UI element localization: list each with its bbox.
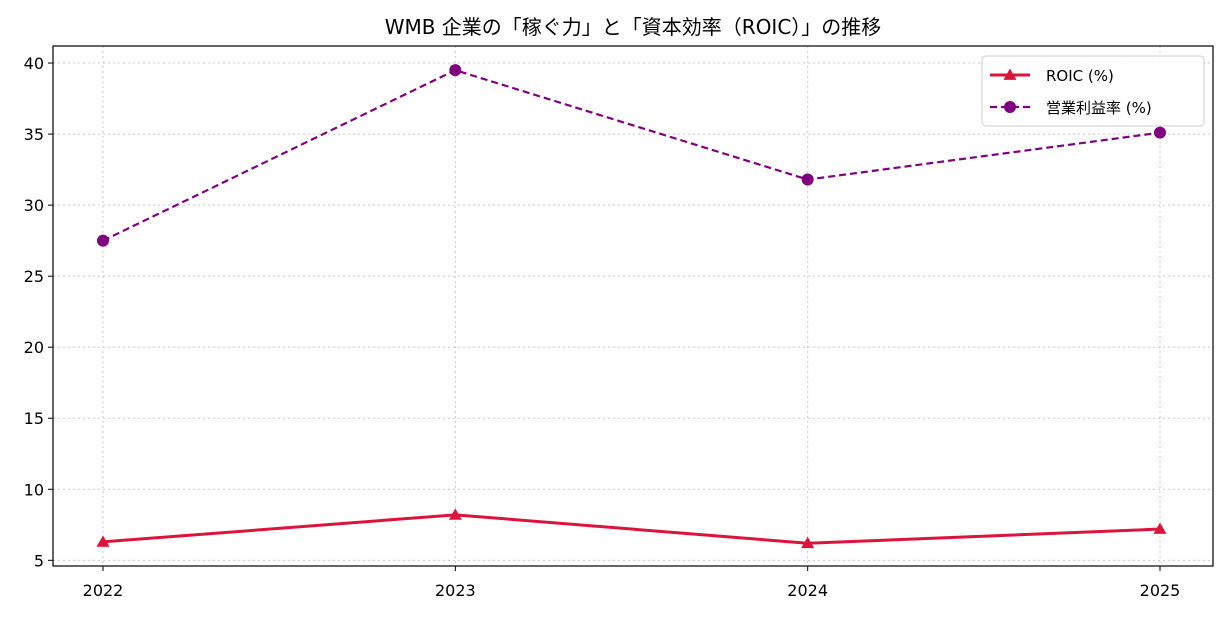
legend: ROIC (%) 営業利益率 (%) — [981, 55, 1205, 127]
x-tick-label: 2025 — [1140, 581, 1181, 600]
series-line — [102, 69, 1161, 242]
series-1 — [96, 508, 1167, 549]
data-point — [97, 234, 109, 247]
data-point — [1154, 126, 1166, 139]
legend-marker — [1003, 68, 1017, 80]
series-layer — [96, 64, 1167, 549]
data-point — [1153, 522, 1167, 534]
plot-frame — [52, 45, 1214, 567]
legend-item: 営業利益率 (%) — [990, 99, 1152, 117]
series-2 — [97, 64, 1166, 247]
y-tick-label: 30 — [24, 196, 44, 215]
data-point — [448, 508, 462, 520]
chart-title: WMB 企業の「稼ぐ力」と「資本効率（ROIC）」の推移 — [385, 15, 882, 39]
series-line — [102, 513, 1161, 545]
legend-label: 営業利益率 (%) — [1046, 99, 1152, 117]
y-tick-label: 20 — [24, 338, 44, 357]
legend-item: ROIC (%) — [990, 67, 1114, 85]
y-tick-label: 40 — [24, 54, 44, 73]
x-tick-label: 2022 — [83, 581, 124, 600]
data-point — [96, 535, 110, 547]
y-tick-label: 10 — [24, 480, 44, 499]
data-point — [449, 64, 462, 77]
y-tick-label: 35 — [24, 125, 44, 144]
data-point — [801, 173, 814, 186]
legend-box — [981, 55, 1205, 127]
data-point — [801, 536, 815, 549]
y-tick-label: 5 — [34, 551, 44, 570]
legend-label: ROIC (%) — [1046, 67, 1114, 85]
y-tick-label: 15 — [24, 409, 44, 428]
x-tick-label: 2023 — [435, 581, 476, 600]
y-tick-label: 25 — [24, 267, 44, 286]
legend-marker — [1004, 101, 1016, 113]
x-tick-label: 2024 — [787, 581, 828, 600]
